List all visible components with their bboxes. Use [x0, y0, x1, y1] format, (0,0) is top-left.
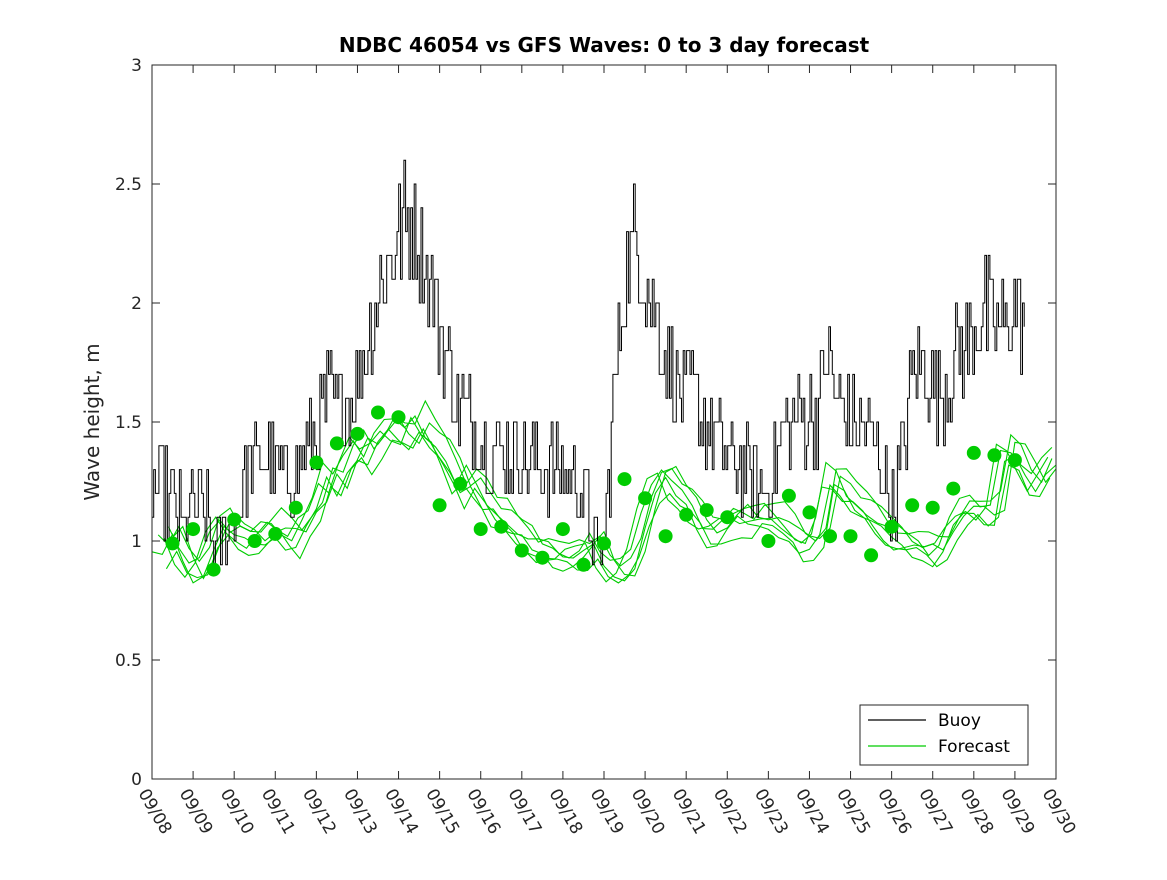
- plot-area: [152, 65, 1056, 779]
- forecast-marker: [576, 557, 591, 572]
- forecast-marker: [165, 536, 180, 551]
- y-tick-label: 2.5: [115, 175, 142, 195]
- plot-frame: [151, 64, 1057, 780]
- forecast-marker: [946, 481, 961, 496]
- legend: Buoy Forecast: [859, 704, 1029, 766]
- forecast-marker: [699, 503, 714, 518]
- forecast-marker: [1007, 453, 1022, 468]
- forecast-marker: [371, 405, 385, 420]
- forecast-marker: [720, 510, 735, 525]
- forecast-marker: [391, 410, 406, 425]
- forecast-marker: [802, 505, 817, 520]
- forecast-marker: [987, 448, 1002, 463]
- forecast-marker: [597, 536, 611, 551]
- forecast-marker: [247, 534, 262, 548]
- forecast-marker: [843, 529, 858, 544]
- forecast-marker: [925, 500, 940, 515]
- forecast-marker: [617, 472, 632, 487]
- chart-title: NDBC 46054 vs GFS Waves: 0 to 3 day fore…: [339, 33, 870, 57]
- forecast-marker: [268, 526, 283, 541]
- forecast-marker: [679, 507, 694, 522]
- forecast-marker: [432, 498, 447, 513]
- forecast-marker: [781, 488, 796, 503]
- forecast-marker: [884, 519, 899, 534]
- legend-label-buoy: Buoy: [938, 711, 981, 731]
- forecast-member-line: [163, 416, 1049, 583]
- y-tick-label: 3: [131, 56, 142, 76]
- forecast-marker: [535, 550, 550, 565]
- forecast-marker: [658, 529, 673, 544]
- forecast-marker: [555, 522, 570, 537]
- forecast-marker: [638, 491, 653, 506]
- forecast-marker: [823, 529, 837, 544]
- y-tick-label: 1.5: [115, 413, 142, 433]
- forecast-member-line: [165, 427, 1051, 584]
- forecast-marker: [227, 512, 242, 527]
- forecast-marker: [514, 543, 529, 558]
- forecast-marker: [329, 436, 344, 451]
- legend-label-forecast: Forecast: [938, 737, 1010, 757]
- forecast-member-line: [172, 416, 1057, 580]
- forecast-marker: [494, 519, 509, 534]
- forecast-marker: [288, 500, 303, 515]
- y-axis-label: Wave height, m: [80, 343, 104, 500]
- forecast-marker: [186, 522, 201, 537]
- forecast-marker: [206, 562, 221, 577]
- forecast-member-line: [167, 415, 1053, 564]
- forecast-marker: [905, 498, 920, 513]
- y-tick-label: 0.5: [115, 651, 142, 671]
- legend-box: [859, 704, 1029, 766]
- y-tick-label: 2: [131, 294, 142, 314]
- forecast-marker: [761, 534, 776, 548]
- forecast-marker: [966, 445, 981, 460]
- forecast-marker: [864, 548, 879, 563]
- series-layer: [151, 159, 1057, 584]
- y-tick-label: 1: [131, 532, 142, 552]
- buoy-line: [152, 159, 1025, 566]
- forecast-marker: [350, 426, 365, 441]
- y-tick-label: 0: [131, 770, 142, 790]
- forecast-marker: [473, 522, 488, 537]
- forecast-marker: [309, 455, 324, 470]
- forecast-marker: [453, 476, 468, 491]
